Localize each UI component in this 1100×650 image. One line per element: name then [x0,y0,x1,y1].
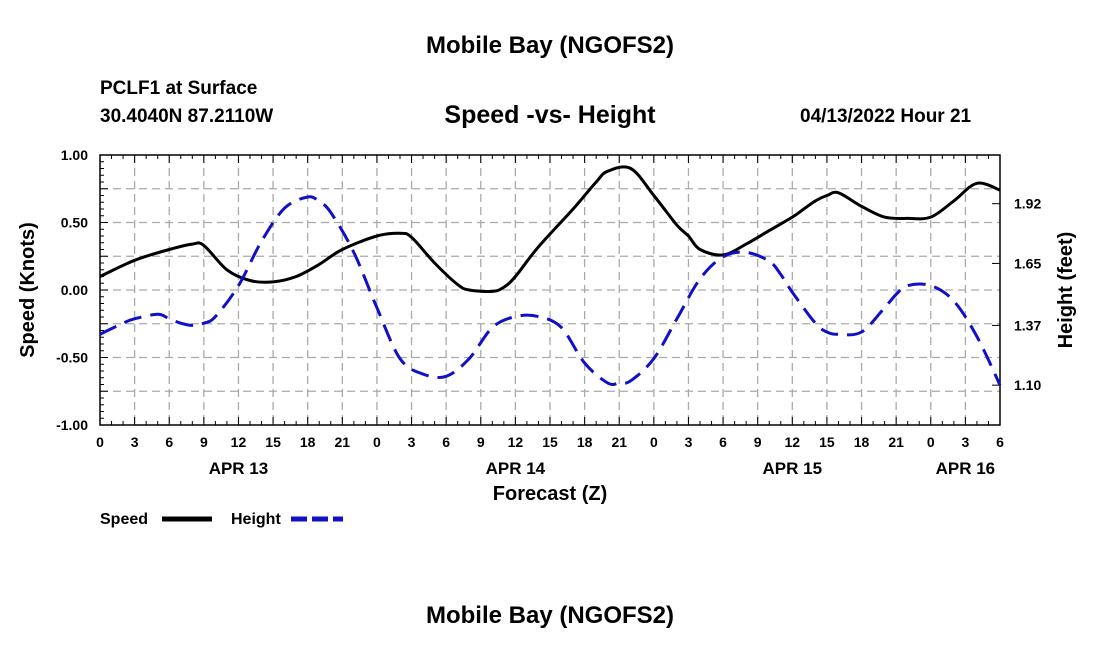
x-tick-label: 0 [650,434,658,450]
date-label: APR 15 [763,459,823,478]
y2-tick-label: 1.92 [1014,196,1041,212]
y-tick-label: 0.00 [61,282,88,298]
x-tick-label: 12 [785,434,801,450]
x-tick-label: 3 [961,434,969,450]
y-tick-label: 0.50 [61,215,88,231]
x-tick-label: 3 [408,434,416,450]
chart-series [99,165,1002,387]
y-tick-label: -1.00 [56,417,88,433]
y2-axis-title: Height (feet) [1055,232,1077,349]
x-tick-label: 18 [300,434,316,450]
y2-tick-label: 1.10 [1014,377,1041,393]
y2-tick-label: 1.37 [1014,317,1041,333]
footer-title: Mobile Bay (NGOFS2) [425,602,675,629]
station-coords: 30.4040N 87.2110W [100,106,274,127]
x-tick-label: 3 [131,434,139,450]
y-tick-label: 1.00 [61,147,88,163]
x-tick-label: 0 [373,434,381,450]
x-tick-label: 12 [231,434,247,450]
x-tick-label: 15 [819,434,835,450]
date-label: APR 16 [936,459,996,478]
x-tick-label: 21 [611,434,627,450]
y-axis-title: Speed (Knots) [17,222,39,358]
x-tick-label: 15 [265,434,281,450]
page-title: Mobile Bay (NGOFS2) [425,32,675,59]
y-tick-label: -0.50 [56,350,88,366]
x-tick-label: 21 [335,434,351,450]
x-tick-label: 9 [477,434,485,450]
y2-tick-label: 1.65 [1014,255,1041,271]
station-name: PCLF1 at Surface [100,78,258,99]
date-label: APR 14 [486,459,546,478]
chart-grid [100,155,1000,425]
x-tick-label: 18 [854,434,870,450]
x-tick-label: 12 [508,434,524,450]
x-tick-label: 9 [200,434,208,450]
x-tick-label: 9 [754,434,762,450]
x-tick-label: 0 [927,434,935,450]
speed-height-chart: 0 3 6 9 12 15 18 21 0 3 6 9 12 15 18 21 0 3 6 9 12 15 18 21 0 3 6 1… [17,147,1077,528]
chart-title: Speed -vs- Height [444,101,656,129]
chart-legend: Speed Height [100,511,343,528]
x-tick-label: 6 [719,434,727,450]
chart-frame [99,154,1001,426]
x-tick-label: 0 [96,434,104,450]
chart-labels: 0 3 6 9 12 15 18 21 0 3 6 9 12 15 18 21 0 3 6 9 12 15 18 21 0 3 6 1… [17,147,1077,505]
legend-label-height: Height [231,511,281,528]
chart-datetime: 04/13/2022 Hour 21 [800,106,972,127]
series-line-height [99,195,1002,387]
date-label: APR 13 [209,459,269,478]
x-tick-label: 15 [542,434,558,450]
x-tick-label: 6 [442,434,450,450]
x-tick-label: 6 [996,434,1004,450]
x-tick-label: 3 [685,434,693,450]
x-axis-title: Forecast (Z) [493,483,607,505]
x-tick-label: 6 [165,434,173,450]
plot-border [99,154,1001,426]
x-tick-label: 18 [577,434,593,450]
x-tick-label: 21 [888,434,904,450]
series-line-speed [99,165,1001,294]
legend-label-speed: Speed [100,511,148,528]
